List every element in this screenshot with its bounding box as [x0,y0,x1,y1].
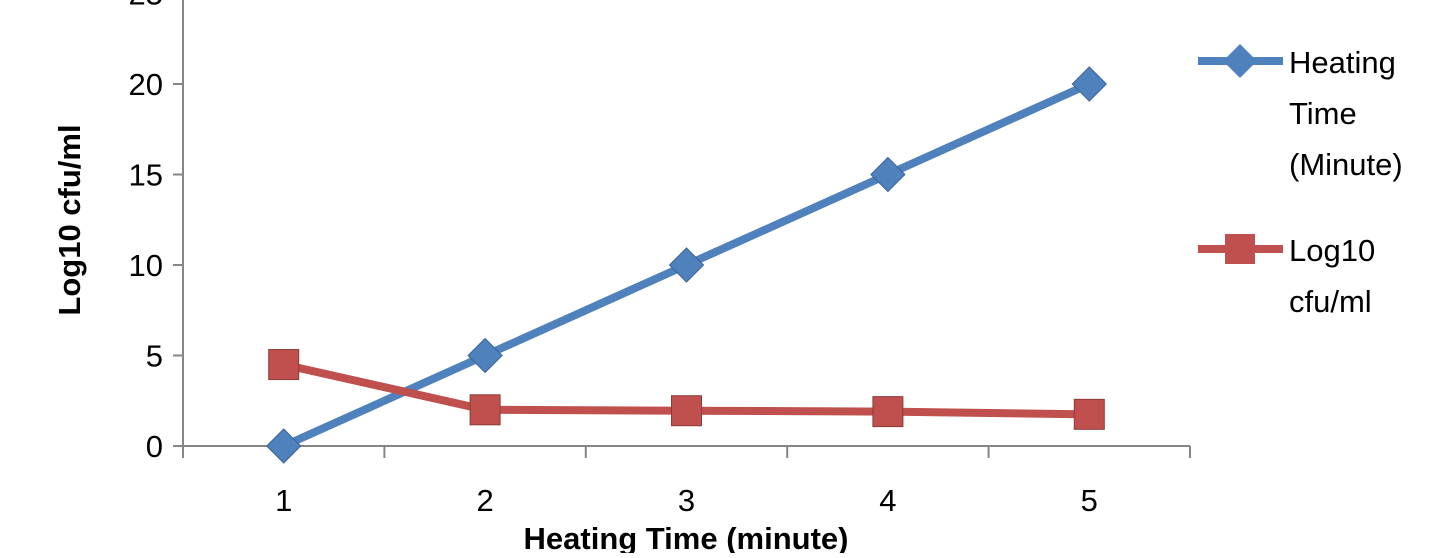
plot-series [265,66,1108,464]
y-axis-title: Log10 cfu/ml [52,124,87,315]
data-point-square [1073,398,1105,430]
legend-item-1: Heating Time (Minute) [1198,44,1403,182]
data-point-diamond [265,428,302,464]
x-tick-label: 1 [275,483,292,518]
legend-marker-diamond [1223,44,1257,78]
data-point-diamond [467,337,503,374]
legend-item-2: Log10 cfu/ml [1198,233,1375,319]
y-tick-label: 15 [129,158,163,193]
data-point-diamond [668,247,705,283]
y-tick-label: 5 [146,339,163,374]
y-tick-label: 10 [129,248,163,283]
x-tick-label: 2 [476,483,493,518]
series-2 [268,349,1105,430]
legend-marker-square [1225,234,1255,264]
x-tick-label: 3 [678,483,695,518]
data-point-diamond [1071,66,1108,102]
axes: 0 5 10 15 20 25 1 2 3 4 5 [129,0,1191,518]
data-point-diamond [870,156,906,193]
y-tick-label: 20 [129,67,163,102]
legend-label: Heating [1289,45,1396,80]
legend-label: Time [1289,96,1357,131]
data-point-square [872,396,904,428]
data-point-square [671,395,702,427]
legend-label: Log10 [1289,233,1375,268]
data-point-square [469,394,501,426]
x-tick-label: 4 [879,483,896,518]
x-axis-title: Heating Time (minute) [524,521,849,553]
y-tick-label: 0 [146,429,163,464]
y-tick-label: 25 [129,0,163,12]
x-tick-label: 5 [1081,483,1098,518]
legend-label: (Minute) [1289,147,1403,182]
legend: Heating Time (Minute) Log10 cfu/ml [1198,44,1403,319]
series-1 [265,66,1108,464]
data-point-square [268,349,300,381]
legend-label: cfu/ml [1289,284,1372,319]
